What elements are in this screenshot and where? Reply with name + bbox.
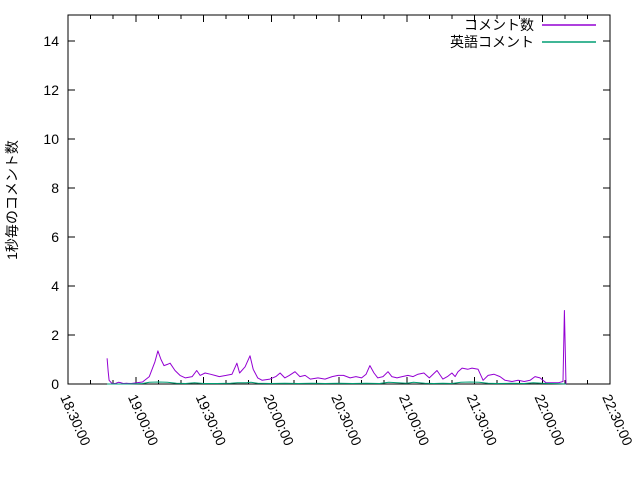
series-line-english-comments bbox=[107, 381, 567, 385]
y-tick-label: 10 bbox=[43, 131, 59, 147]
x-tick-label: 19:30:00 bbox=[193, 392, 230, 448]
x-tick-label: 20:00:00 bbox=[261, 392, 298, 448]
y-tick-label: 12 bbox=[43, 82, 59, 98]
x-tick-label: 22:30:00 bbox=[599, 392, 636, 448]
legend-label-comments: コメント数 bbox=[464, 17, 534, 33]
y-axis-title: 1秒毎のコメント数 bbox=[4, 140, 20, 260]
y-tick-label: 6 bbox=[51, 229, 59, 245]
series-line-comments bbox=[106, 310, 567, 385]
legend-label-english-comments: 英語コメント bbox=[450, 34, 534, 50]
x-tick-label: 22:00:00 bbox=[532, 392, 569, 448]
legend: コメント数 英語コメント bbox=[450, 17, 596, 50]
y-tick-label: 0 bbox=[51, 376, 59, 392]
plot-border bbox=[67, 14, 611, 385]
x-tick-label: 19:00:00 bbox=[125, 392, 162, 448]
plot-generated-layer: 0 2 4 6 8 10 12 14 18:30:00 19:00:00 19:30:00 20:00… bbox=[43, 14, 636, 448]
x-tick-label: 21:30:00 bbox=[464, 392, 501, 448]
y-tick-label: 14 bbox=[43, 33, 59, 49]
x-tick-label: 18:30:00 bbox=[57, 392, 94, 448]
x-tick-label: 21:00:00 bbox=[396, 392, 433, 448]
y-tick-label: 8 bbox=[51, 180, 59, 196]
y-tick-label: 2 bbox=[51, 327, 59, 343]
x-tick-label: 20:30:00 bbox=[328, 392, 365, 448]
y-tick-label: 4 bbox=[51, 278, 59, 294]
